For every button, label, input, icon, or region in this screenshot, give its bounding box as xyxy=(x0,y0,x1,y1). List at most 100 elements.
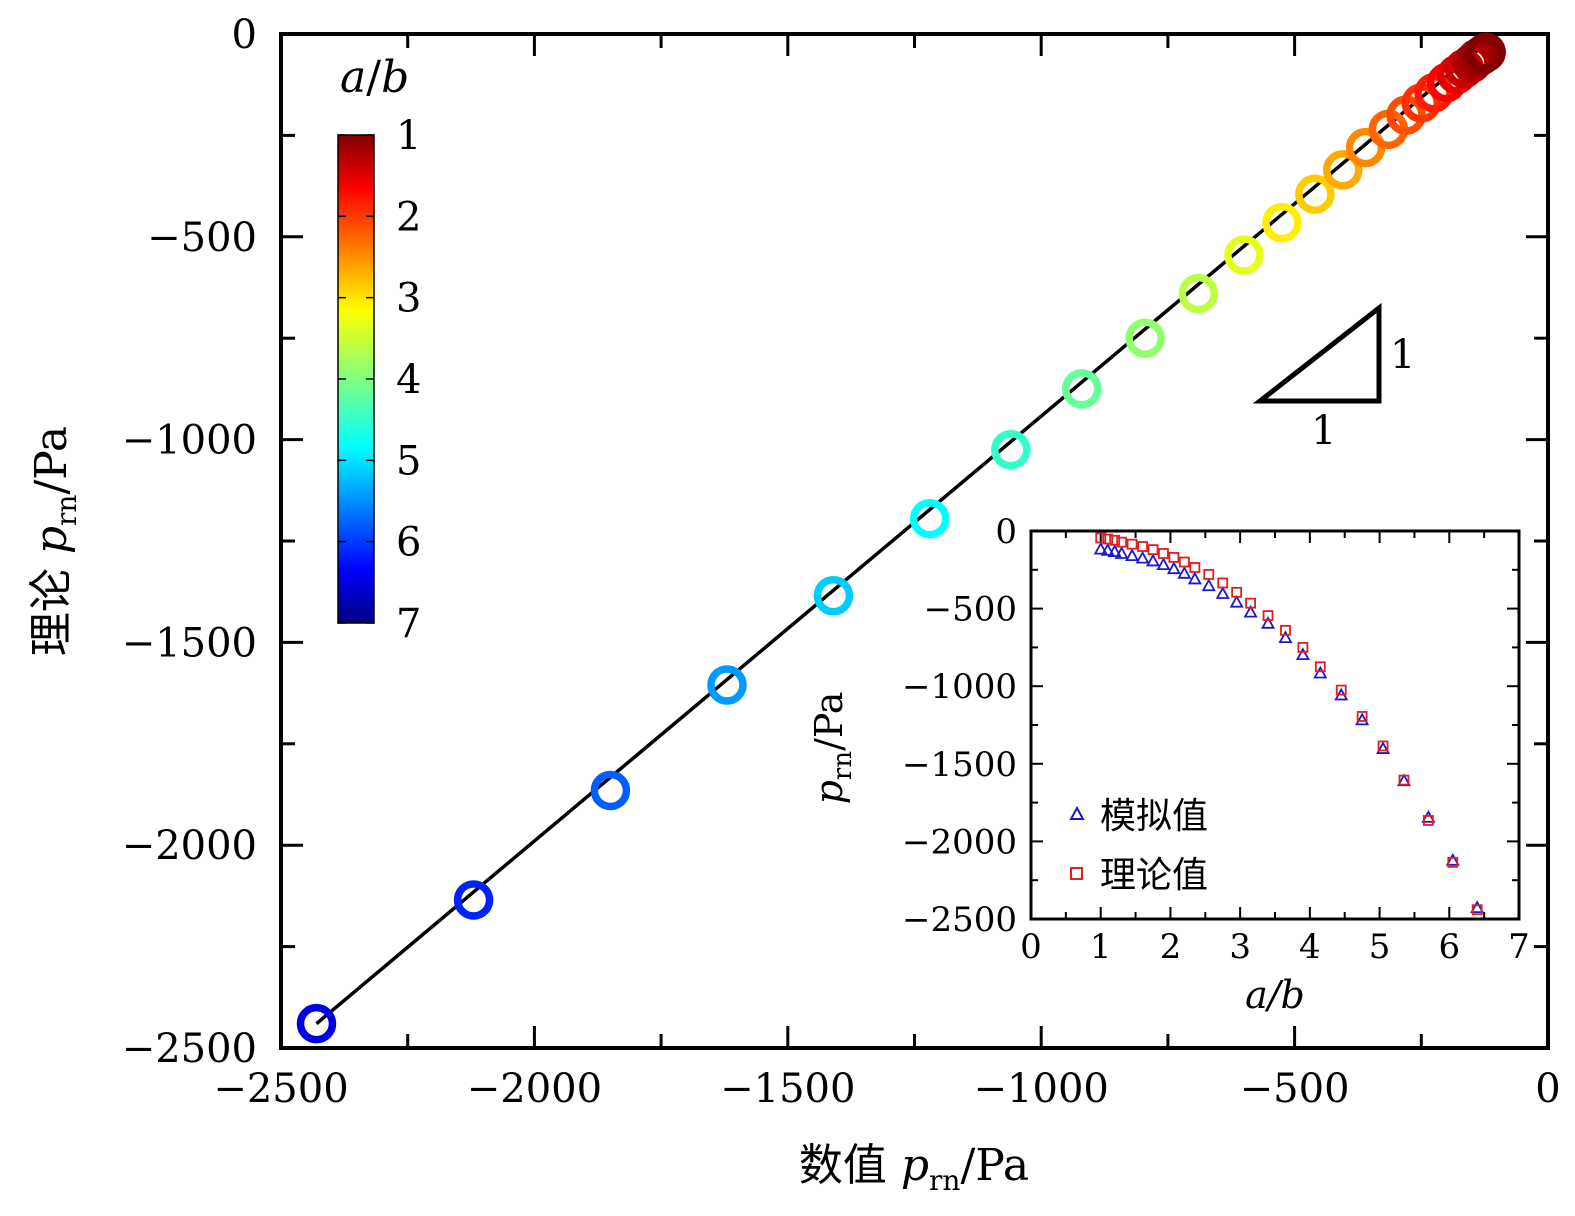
inset-sim-marker xyxy=(1145,553,1161,567)
inset-sim-marker xyxy=(1125,548,1140,562)
inset-axis-ticks xyxy=(1030,530,1520,920)
inset-theory-marker xyxy=(1168,551,1180,563)
colorbar-tick-label: 2 xyxy=(396,194,421,240)
slope-triangle-shape xyxy=(1252,302,1382,404)
inset-theory-marker xyxy=(1245,597,1256,609)
colorbar-title-b: b xyxy=(381,52,409,103)
inset-theory-marker xyxy=(1422,815,1434,826)
inset-theory-marker xyxy=(1297,642,1309,653)
data-point-circle xyxy=(909,498,950,539)
inset-theory-marker xyxy=(1471,904,1483,916)
inset-y-tick-label: −2000 xyxy=(902,822,1017,862)
colorbar-tick-label: 7 xyxy=(396,601,421,647)
inset-data-points xyxy=(1093,532,1485,916)
inset-theory-marker xyxy=(1095,532,1107,544)
data-point-circle xyxy=(1262,202,1302,243)
inset-background xyxy=(1031,531,1519,919)
inset-y-tick-label: −2500 xyxy=(902,900,1017,940)
main-x-title-var: p xyxy=(901,1140,929,1191)
colorbar-title-slash: / xyxy=(366,52,381,103)
data-point-circle xyxy=(1125,318,1165,358)
data-point-circle xyxy=(707,665,747,705)
y-tick-label: −2500 xyxy=(122,1026,257,1072)
inset-sim-marker xyxy=(1313,665,1328,679)
inset-theory-marker xyxy=(1116,536,1128,548)
x-tick-label: −2500 xyxy=(213,1066,348,1112)
data-point-circle xyxy=(1322,150,1363,190)
inset-legend: 模拟值 理论值 xyxy=(1069,796,1208,896)
inset-x-tick-label: 3 xyxy=(1229,927,1251,967)
inset-theory-marker xyxy=(1102,533,1114,545)
y-tick-label: −500 xyxy=(147,215,257,261)
data-point-circle xyxy=(296,1003,337,1044)
x-tick-label: −1500 xyxy=(720,1066,855,1112)
main-axis-ticks xyxy=(279,32,1550,1050)
colorbar-tick-label: 6 xyxy=(396,520,421,566)
main-x-title-cn: 数值 xyxy=(799,1140,887,1191)
main-y-title-sub: rn xyxy=(50,495,83,526)
colorbar-tick-label: 5 xyxy=(396,438,421,484)
inset-theory-marker xyxy=(1147,544,1159,556)
main-y-title-var: p xyxy=(26,526,77,554)
main-x-title-unit: /Pa xyxy=(960,1140,1029,1191)
inset-sim-marker xyxy=(1215,586,1230,599)
data-point-circle xyxy=(813,576,854,616)
inset-theory-marker xyxy=(1203,569,1215,580)
inset-theory-marker xyxy=(1137,541,1148,552)
inset-x-tick-label: 5 xyxy=(1369,927,1391,967)
inset-sim-marker xyxy=(1166,561,1181,575)
data-point-circle xyxy=(453,880,494,920)
inset-theory-marker xyxy=(1189,562,1201,573)
main-x-title-sub: rn xyxy=(929,1164,960,1197)
inset-theory-marker xyxy=(1398,774,1410,786)
inset-y-title-var: p xyxy=(807,780,851,804)
inset-x-tick-label: 6 xyxy=(1438,927,1460,967)
slope-rise-label: 1 xyxy=(1390,332,1415,378)
inset-sim-marker xyxy=(1187,571,1202,585)
colorbar-title: a/b xyxy=(340,52,409,103)
main-y-title-space xyxy=(26,554,77,568)
inset-theory-marker xyxy=(1335,684,1347,696)
inset-sim-marker xyxy=(1355,712,1370,726)
inset-sim-marker xyxy=(1278,630,1293,643)
main-y-title-unit: /Pa xyxy=(26,426,77,495)
inset-sim-marker xyxy=(1156,557,1171,571)
y-tick-label: −1000 xyxy=(122,418,257,464)
inset-x-axis-title: a/b xyxy=(1245,973,1305,1017)
inset-theory-marker xyxy=(1126,538,1138,550)
inset-theory-marker xyxy=(1109,534,1121,546)
inset-theory-marker xyxy=(1356,711,1368,722)
inset-theory-marker xyxy=(1262,610,1274,621)
inset-sim-marker xyxy=(1201,578,1216,592)
inset-y-tick-label: 0 xyxy=(995,512,1017,552)
inset-sim-marker xyxy=(1177,565,1192,579)
inset-theory-marker xyxy=(1217,577,1229,589)
data-point-circle xyxy=(991,429,1031,470)
inset-x-tick-label: 1 xyxy=(1090,927,1112,967)
inset-theory-marker xyxy=(1178,556,1190,568)
main-data-points xyxy=(296,32,1506,1044)
slope-triangle: 1 1 xyxy=(1252,302,1415,454)
inset-axis-tick-labels: 0 1 2 3 4 5 6 7 0 −500 −1000 −1500 −2000 −2500 xyxy=(902,512,1530,967)
main-x-title-space xyxy=(887,1140,901,1191)
main-x-axis-title: 数值 prn/Pa xyxy=(799,1140,1029,1197)
x-tick-label: 0 xyxy=(1535,1066,1560,1112)
inset-sim-marker xyxy=(1107,544,1122,558)
data-point-circle xyxy=(590,770,631,811)
inset-theory-marker xyxy=(1231,586,1243,598)
data-point-circle xyxy=(1224,235,1264,275)
inset-sim-marker xyxy=(1229,594,1244,608)
inset-theory-marker xyxy=(1158,548,1169,559)
slope-run-label: 1 xyxy=(1311,408,1336,454)
inset-y-title-sub: rn xyxy=(828,751,858,780)
inset-x-tick-label: 2 xyxy=(1160,927,1182,967)
inset-sim-marker xyxy=(1135,550,1150,564)
legend-label-theory: 理论值 xyxy=(1100,855,1208,896)
data-point-circle xyxy=(1178,273,1219,314)
inset-sim-marker xyxy=(1100,542,1115,556)
inset-sim-marker xyxy=(1470,900,1485,914)
inset-theory-marker xyxy=(1447,856,1459,868)
colorbar-tick-label: 1 xyxy=(396,113,421,159)
inset-theory-marker xyxy=(1377,740,1389,752)
